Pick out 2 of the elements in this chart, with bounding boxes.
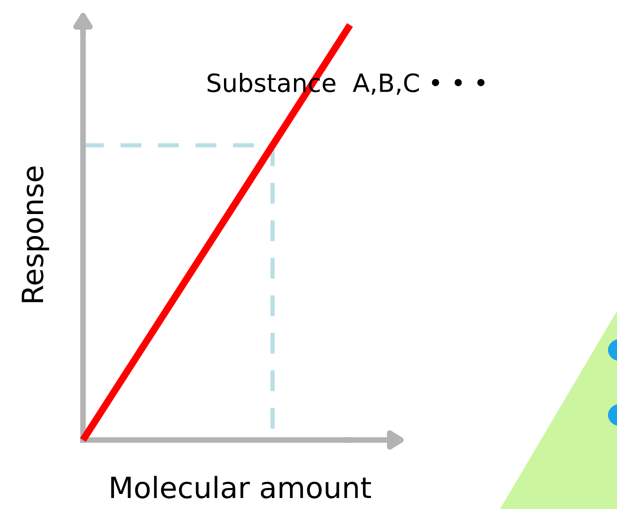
x-axis-title: Molecular amount	[111, 476, 371, 498]
y-axis-title: Response	[22, 166, 50, 302]
